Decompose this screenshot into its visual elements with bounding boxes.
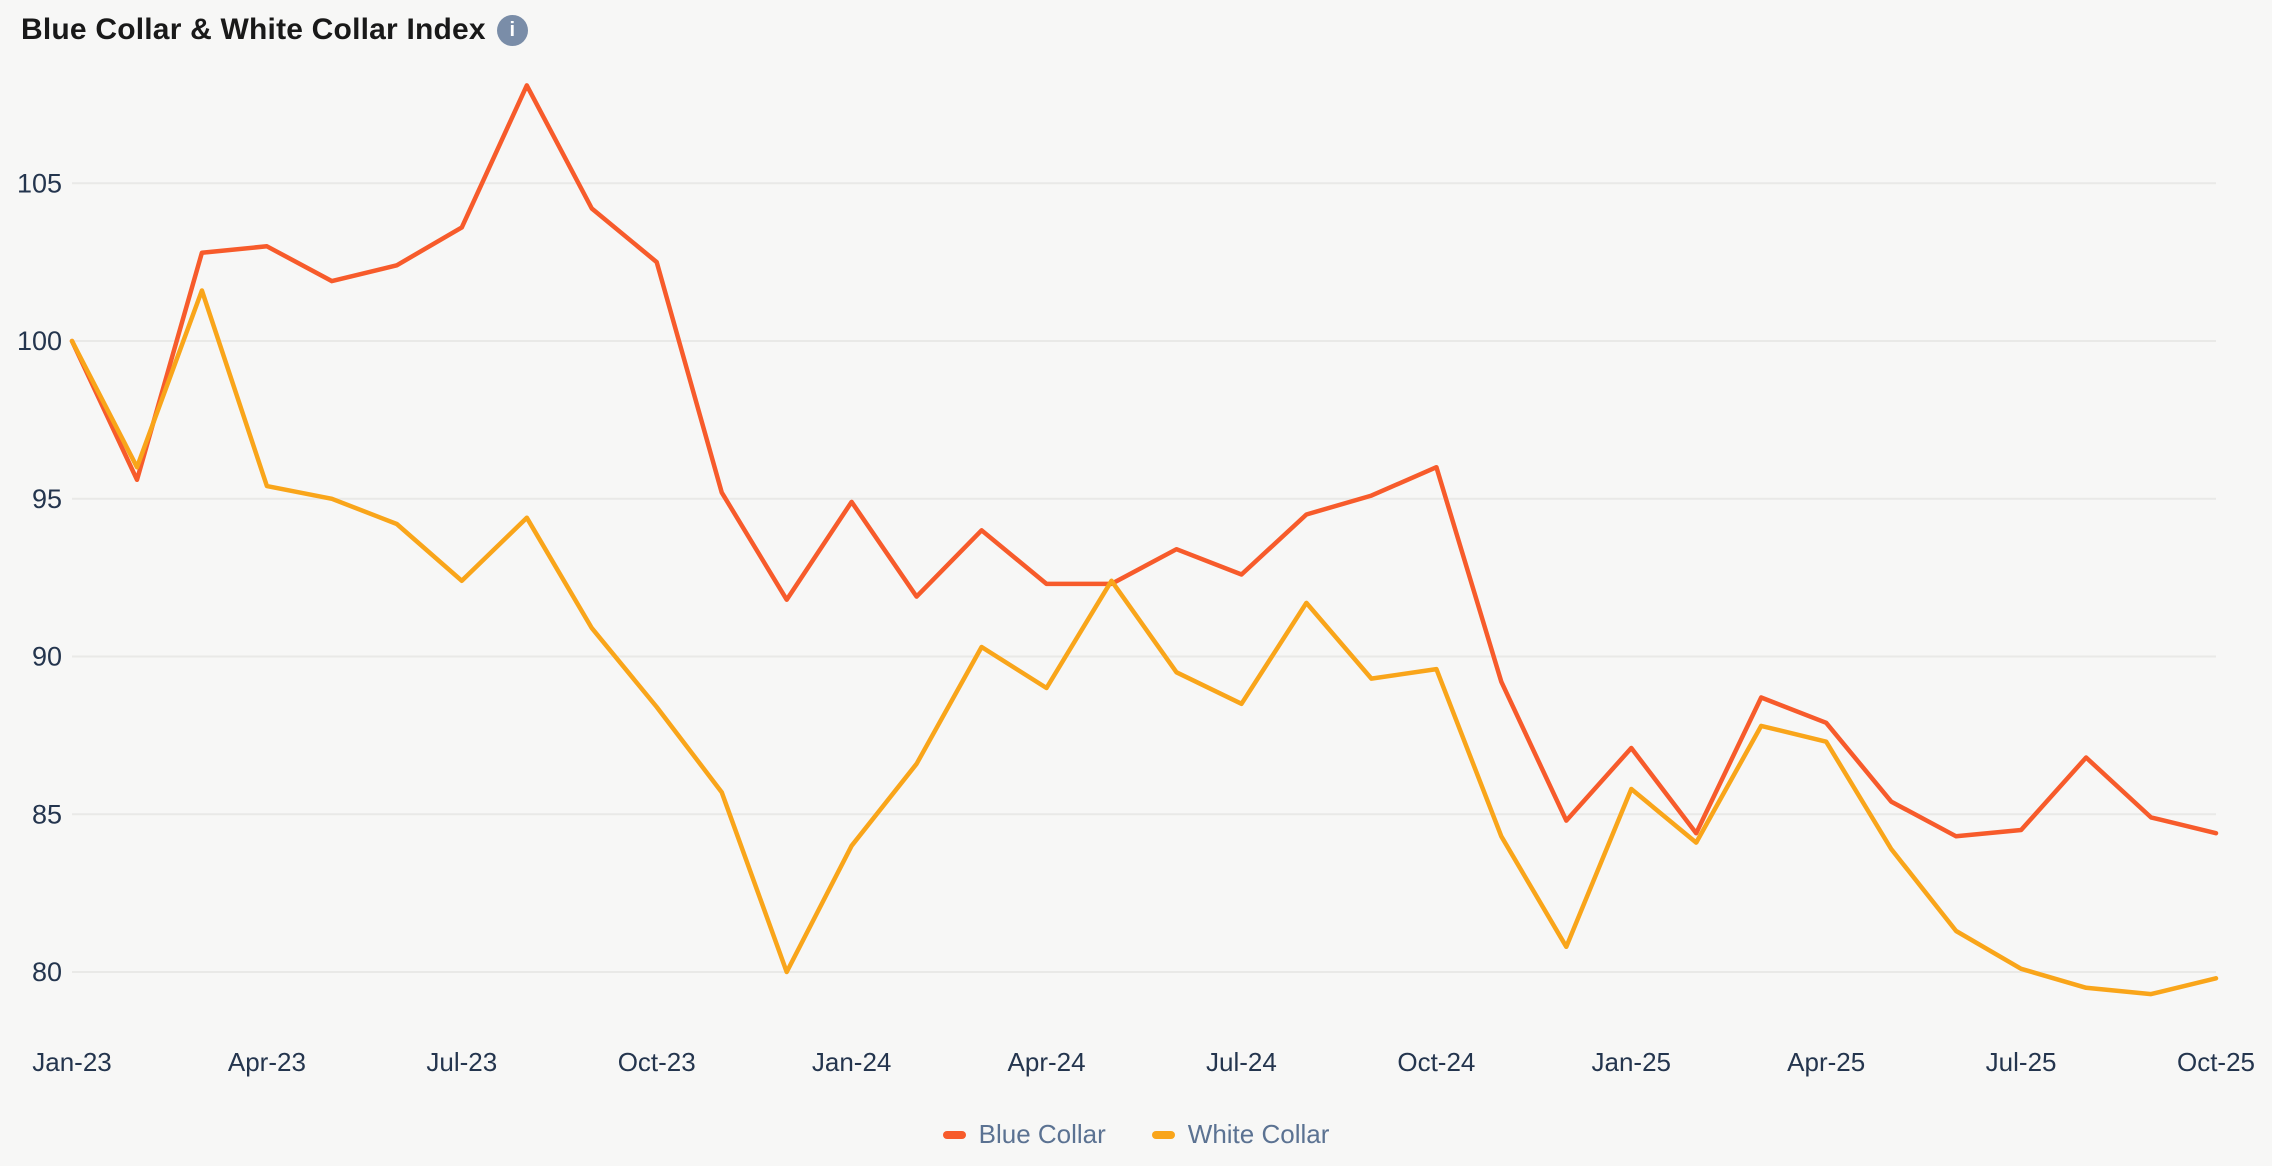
x-tick-label: Jan-25 — [1592, 1047, 1672, 1077]
x-tick-label: Jan-23 — [32, 1047, 112, 1077]
chart-header: Blue Collar & White Collar Index i — [21, 13, 528, 47]
y-tick-label: 95 — [32, 484, 62, 514]
x-tick-label: Jul-24 — [1206, 1047, 1277, 1077]
x-tick-label: Jul-25 — [1986, 1047, 2057, 1077]
chart-title: Blue Collar & White Collar Index — [21, 13, 486, 46]
legend-label-white-collar: White Collar — [1187, 1119, 1330, 1149]
x-tick-label: Jul-23 — [426, 1047, 497, 1077]
x-tick-label: Oct-24 — [1397, 1047, 1475, 1077]
x-axis-labels: Jan-23 Apr-23 Jul-23 Oct-23 Jan-24 Apr-24 Jul-… — [32, 1047, 2255, 1077]
y-tick-label: 80 — [32, 957, 62, 987]
legend-item-blue-collar[interactable]: Blue Collar — [942, 1119, 1106, 1150]
legend-label-blue-collar: Blue Collar — [978, 1119, 1106, 1149]
series-line-blue-collar[interactable] — [69, 83, 2219, 839]
legend-marker-blue-collar — [942, 1130, 966, 1139]
y-tick-label: 85 — [32, 799, 62, 829]
y-tick-label: 105 — [17, 168, 62, 198]
series-line-white-collar[interactable] — [69, 288, 2219, 997]
legend-item-white-collar[interactable]: White Collar — [1151, 1119, 1330, 1150]
y-tick-label: 100 — [17, 326, 62, 356]
x-tick-label: Apr-25 — [1787, 1047, 1865, 1077]
info-icon[interactable]: i — [496, 14, 528, 46]
chart-legend: Blue Collar White Collar — [0, 1119, 2272, 1150]
x-tick-label: Jan-24 — [812, 1047, 892, 1077]
y-axis-labels: 105 100 95 90 85 80 — [17, 168, 62, 987]
x-tick-label: Apr-23 — [228, 1047, 306, 1077]
x-tick-label: Apr-24 — [1008, 1047, 1086, 1077]
gridlines — [72, 182, 2216, 973]
y-tick-label: 90 — [32, 642, 62, 672]
x-tick-label: Oct-25 — [2177, 1047, 2255, 1077]
x-tick-label: Oct-23 — [618, 1047, 696, 1077]
legend-marker-white-collar — [1151, 1130, 1175, 1139]
